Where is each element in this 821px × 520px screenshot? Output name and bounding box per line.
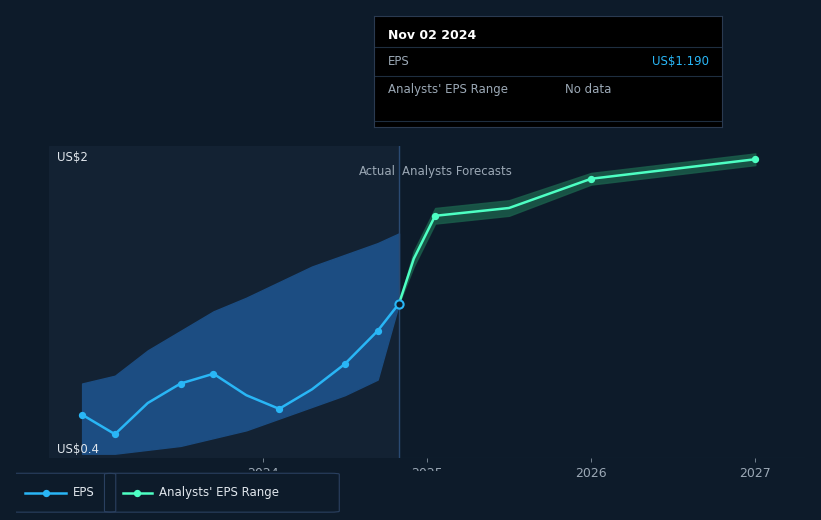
Point	[429, 212, 442, 220]
Text: Actual: Actual	[359, 165, 396, 178]
Point	[76, 411, 89, 419]
Point	[749, 155, 762, 163]
Text: Nov 02 2024: Nov 02 2024	[388, 29, 475, 42]
Point	[131, 489, 144, 497]
Text: Analysts' EPS Range: Analysts' EPS Range	[158, 486, 278, 499]
Text: US$1.190: US$1.190	[652, 55, 709, 68]
Point	[207, 370, 220, 378]
Text: US$0.4: US$0.4	[57, 443, 99, 456]
Bar	[49, 146, 399, 458]
Point	[392, 300, 406, 308]
Text: Analysts' EPS Range: Analysts' EPS Range	[388, 83, 507, 96]
Point	[585, 175, 598, 183]
Point	[39, 489, 53, 497]
Text: No data: No data	[566, 83, 612, 96]
Point	[338, 360, 351, 368]
Point	[174, 380, 187, 388]
Point	[273, 405, 286, 413]
Point	[371, 327, 384, 335]
Text: EPS: EPS	[73, 486, 94, 499]
Text: US$2: US$2	[57, 151, 89, 164]
Point	[108, 430, 122, 438]
Text: Analysts Forecasts: Analysts Forecasts	[402, 165, 512, 178]
Text: EPS: EPS	[388, 55, 409, 68]
